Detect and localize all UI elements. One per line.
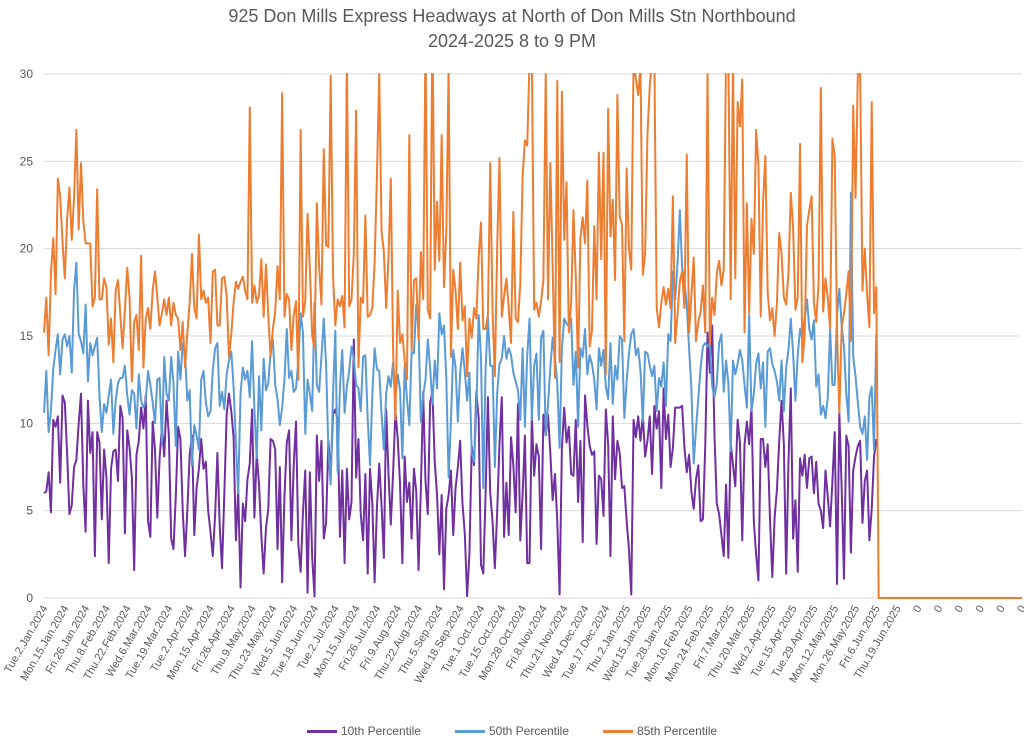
legend-swatch-85th [603, 729, 634, 733]
series-line-50th-percentile [43, 191, 878, 495]
x-axis-ticks: Tue.2.Jan.2024Mon.15.Jan.2024Fri.26.Jan.… [2, 604, 1024, 686]
y-tick-label: 5 [26, 504, 33, 518]
chart-title: 925 Don Mills Express Headways at North … [228, 6, 796, 26]
legend-item-50th[interactable]: 50th Percentile [454, 724, 570, 738]
series-line-85th-percentile [43, 73, 1022, 599]
series-lines [43, 73, 1022, 599]
x-tick-label: 0 [932, 604, 945, 615]
legend-label-10th: 10th Percentile [340, 724, 421, 738]
y-tick-label: 10 [20, 416, 34, 430]
legend-label-85th: 85th Percentile [637, 724, 718, 738]
x-tick-label: 0 [1015, 604, 1024, 615]
x-tick-label: 0 [953, 604, 966, 615]
line-chart: 0 5 10 15 20 25 30 Tue.2.Jan.2024Mon.15.Jan.20… [2, 67, 1024, 686]
x-tick-label: 0 [911, 604, 924, 615]
y-tick-label: 20 [20, 242, 34, 256]
legend-swatch-50th [454, 729, 485, 733]
legend-item-10th[interactable]: 10th Percentile [306, 724, 421, 738]
legend: 10th Percentile 50th Percentile 85th Per… [0, 724, 1024, 738]
x-tick-label: 0 [994, 604, 1007, 615]
legend-item-85th[interactable]: 85th Percentile [603, 724, 717, 738]
y-tick-label: 15 [20, 329, 34, 343]
legend-label-50th: 50th Percentile [488, 724, 570, 738]
legend-swatch-10th [306, 729, 337, 733]
series-line-10th-percentile [43, 324, 878, 598]
y-axis-ticks: 0 5 10 15 20 25 30 [20, 67, 34, 605]
y-tick-label: 30 [20, 67, 34, 81]
chart-subtitle: 2024-2025 8 to 9 PM [427, 31, 597, 51]
x-tick-label: 0 [974, 604, 987, 615]
y-tick-label: 25 [20, 154, 34, 168]
y-tick-label: 0 [26, 591, 33, 605]
